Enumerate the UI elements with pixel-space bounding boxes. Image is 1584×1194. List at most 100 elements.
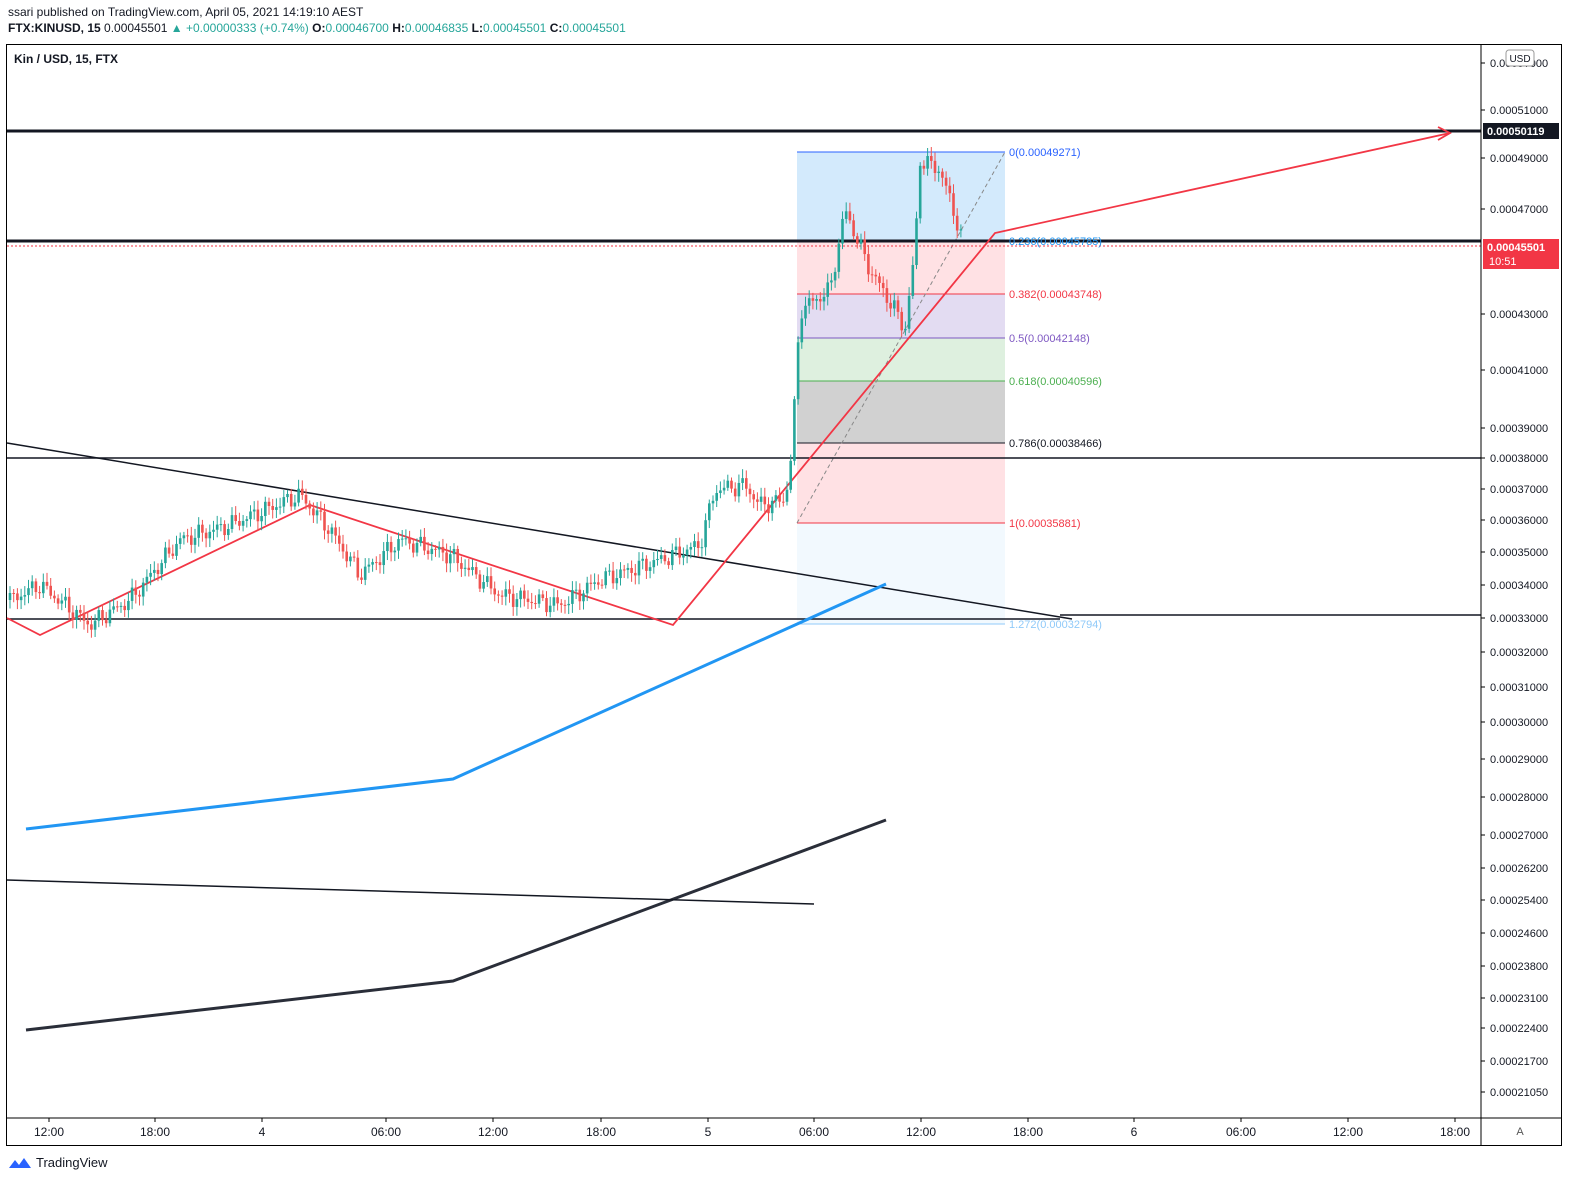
fib-zone	[797, 381, 1005, 443]
candle-body	[526, 598, 530, 602]
candle-body	[404, 538, 408, 540]
candle-body	[49, 585, 52, 596]
candle-body	[167, 547, 171, 554]
x-tick-label: 6	[1131, 1125, 1138, 1139]
candle-body	[127, 600, 130, 611]
y-tick-label: 0.00038000	[1490, 453, 1548, 465]
candle-body	[171, 553, 175, 556]
x-tick-label: 06:00	[371, 1125, 401, 1139]
candle-body	[893, 300, 896, 309]
candle-body	[426, 550, 430, 555]
candle-body	[789, 460, 792, 490]
candle-body	[130, 587, 134, 601]
candle-body	[578, 589, 582, 602]
brand-label: TradingView	[36, 1155, 108, 1170]
candle-body	[275, 507, 278, 510]
candle-body	[423, 536, 426, 551]
candle-body	[904, 328, 907, 331]
candle-body	[822, 296, 826, 302]
candle-body	[585, 582, 589, 594]
candle-body	[190, 535, 193, 545]
open-value: 0.00046700	[325, 21, 389, 35]
open-label: O:	[312, 21, 326, 35]
candle-body	[286, 493, 289, 498]
tradingview-logo-icon	[9, 1157, 31, 1168]
tradingview-footer[interactable]: TradingView	[8, 1155, 108, 1170]
fib-zone	[797, 443, 1005, 523]
candle-body	[560, 603, 563, 605]
candle-body	[600, 584, 604, 586]
y-tick-label: 0.00037000	[1490, 484, 1548, 496]
candle-body	[53, 595, 56, 599]
candle-body	[338, 535, 341, 544]
candle-body	[548, 605, 552, 613]
candle-body	[330, 527, 334, 534]
candle-body	[807, 298, 811, 306]
x-tick-label: 18:00	[1440, 1125, 1470, 1139]
chart-frame[interactable]	[6, 44, 1562, 1146]
candle-body	[164, 547, 167, 564]
x-tick-label: 5	[705, 1125, 712, 1139]
y-tick-label: 0.00034000	[1490, 580, 1548, 592]
candle-body	[663, 555, 667, 562]
y-tick-label: 0.00035000	[1490, 547, 1548, 559]
candle-body	[482, 582, 485, 589]
candle-body	[301, 488, 304, 495]
candle-body	[293, 502, 297, 507]
candle-body	[826, 282, 829, 297]
candle-body	[733, 488, 737, 497]
candle-body	[878, 276, 881, 283]
high-value: 0.00046835	[404, 21, 469, 35]
candle-body	[182, 535, 186, 539]
candle-body	[38, 592, 41, 594]
candle-body	[371, 562, 374, 565]
candle-body	[656, 558, 659, 561]
candle-body	[870, 274, 874, 276]
candle-body	[889, 302, 892, 309]
candle-body	[367, 564, 371, 567]
candle-body	[119, 605, 123, 607]
candle-body	[160, 563, 163, 575]
y-tick-label: 0.00028000	[1490, 792, 1548, 804]
candle-body	[567, 603, 570, 606]
candle-body	[948, 185, 952, 194]
y-tick-label: 0.00041000	[1490, 365, 1548, 377]
candle-body	[634, 572, 637, 576]
candle-body	[86, 620, 89, 625]
candle-body	[260, 516, 263, 522]
candle-body	[530, 601, 533, 604]
y-tick-label: 0.00026200	[1490, 863, 1548, 875]
last-price: 0.00045501	[104, 21, 168, 35]
y-tick-label: 0.00051000	[1490, 105, 1548, 117]
y-tick-label: 0.00047000	[1490, 204, 1548, 216]
candle-body	[456, 548, 459, 564]
candle-body	[112, 606, 115, 610]
y-tick-label: 0.00022400	[1490, 1023, 1548, 1035]
candle-body	[123, 605, 126, 611]
fib-zone	[797, 152, 1005, 241]
candle-body	[186, 535, 189, 537]
candle-body	[134, 587, 138, 595]
candle-body	[759, 496, 763, 502]
quote-line: FTX:KINUSD, 15 0.00045501 ▲ +0.00000333 …	[8, 20, 626, 36]
candle-body	[408, 538, 411, 544]
candle-body	[645, 558, 648, 571]
candle-body	[97, 610, 101, 621]
candle-body	[386, 541, 389, 552]
candle-body	[323, 511, 326, 531]
candle-body	[959, 229, 963, 231]
candle-body	[682, 554, 685, 558]
candle-body	[341, 543, 345, 552]
candle-body	[619, 569, 622, 579]
candle-body	[741, 478, 744, 483]
candle-body	[230, 515, 234, 530]
candle-body	[149, 572, 152, 577]
candle-body	[178, 538, 182, 544]
candle-body	[678, 546, 681, 558]
candle-body	[778, 495, 781, 502]
symbol-label: FTX:KINUSD, 15	[8, 21, 101, 35]
y-tick-label: 0.00027000	[1490, 830, 1548, 842]
candle-body	[511, 593, 515, 607]
candle-body	[208, 531, 212, 539]
